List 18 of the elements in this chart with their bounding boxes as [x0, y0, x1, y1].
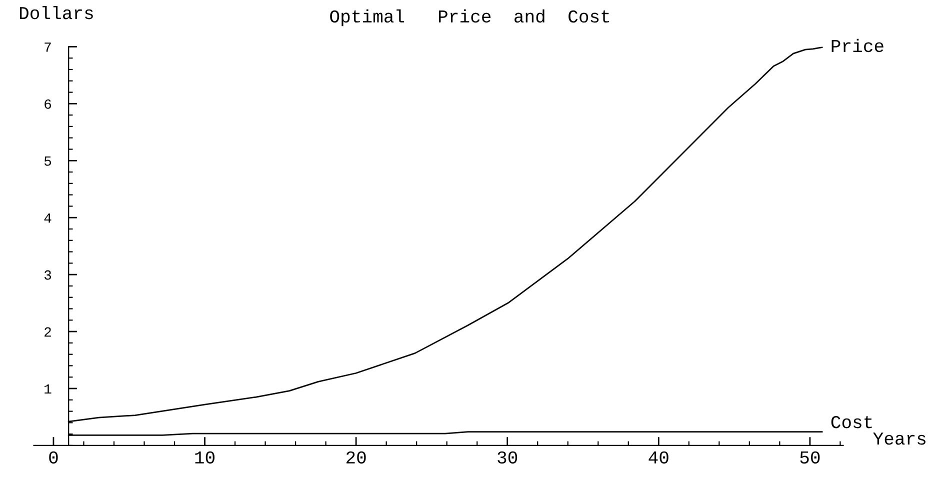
y-axis-title: Dollars — [20, 6, 93, 20]
y-tick-label: 3 — [44, 270, 52, 280]
series-label: Price — [832, 38, 884, 52]
x-tick-label: 20 — [346, 451, 366, 464]
chart-title: Optimal Price and Cost — [330, 9, 610, 26]
y-tick-label: 7 — [44, 42, 51, 52]
x-tick-label: 30 — [498, 451, 518, 464]
series-label: Cost — [831, 416, 872, 428]
x-axis-title: Years — [873, 432, 926, 445]
y-tick-label: 5 — [44, 156, 52, 166]
x-tick-label: 10 — [195, 451, 214, 464]
x-tick-label: 50 — [800, 451, 820, 464]
y-tick-label: 2 — [44, 327, 51, 337]
y-tick-label: 6 — [44, 99, 52, 109]
x-tick-label: 40 — [648, 451, 668, 464]
y-tick-label: 1 — [44, 384, 52, 394]
x-tick-label: 0 — [49, 451, 58, 464]
y-tick-label: 4 — [44, 213, 52, 223]
